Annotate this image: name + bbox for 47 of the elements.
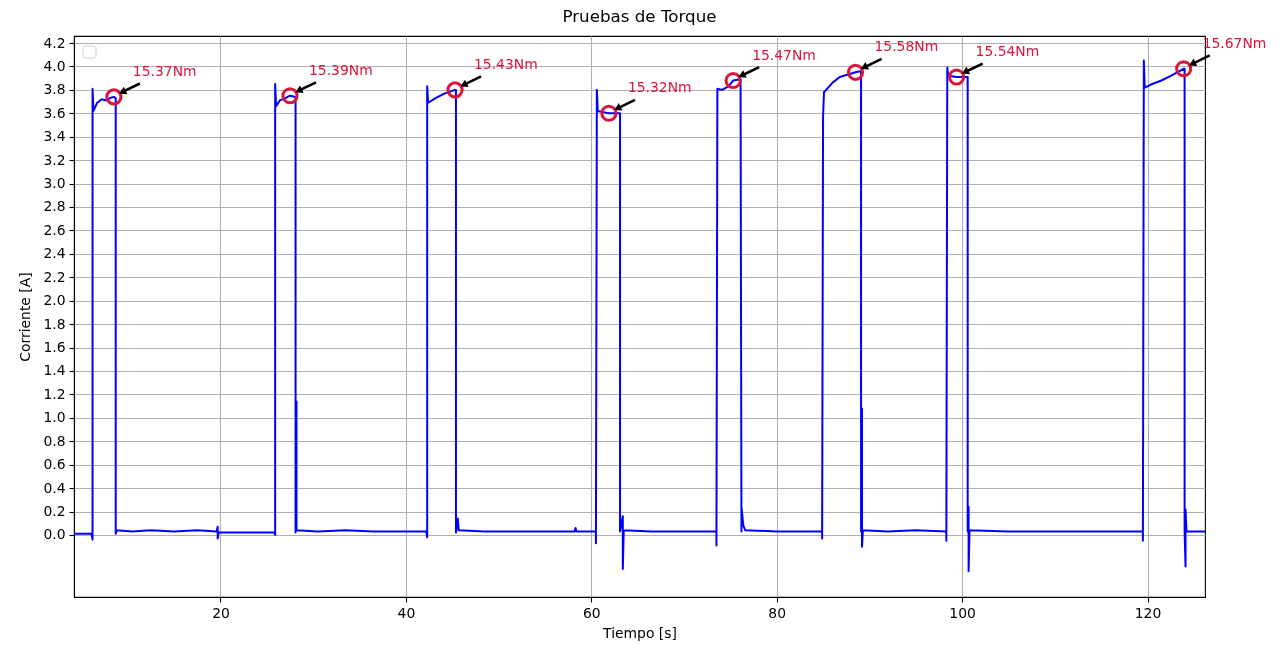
y-tick-label: 0.2: [43, 503, 66, 519]
y-tick-label: 4.0: [43, 57, 66, 74]
x-tick-label: 60: [582, 604, 601, 621]
annotation: 15.43Nm: [474, 55, 538, 72]
y-tick-label: 1.8: [43, 315, 66, 332]
y-axis-title: Corriente [A]: [17, 272, 34, 362]
annotation: 15.47Nm: [752, 46, 816, 63]
x-tick-label: 120: [1134, 604, 1162, 621]
annotation: 15.37Nm: [132, 62, 197, 79]
y-tick-label: 1.4: [43, 362, 66, 379]
x-tick-label: 20: [212, 604, 230, 621]
y-tick-label: 3.0: [43, 175, 66, 192]
y-tick-label: 0.4: [43, 479, 66, 496]
point: [105, 88, 123, 106]
y-tick-label: 3.6: [43, 104, 66, 121]
y-tick-label: 1.0: [43, 409, 66, 426]
y-tick-label: 2.2: [43, 268, 66, 285]
y-tick-label: 2.6: [43, 221, 66, 238]
line-series: [74, 59, 1205, 573]
y-tick-label: 3.4: [43, 128, 66, 145]
y-tick-label: 0.8: [43, 432, 66, 449]
x-tick-label: 100: [949, 604, 976, 621]
y-tick-label: 1.6: [43, 339, 66, 356]
y-tick-label: 2.8: [43, 198, 66, 215]
y-tick-label: 2.4: [43, 245, 66, 262]
x-tick-label: 40: [397, 604, 416, 621]
chart-title: Pruebas de Torque: [562, 6, 717, 27]
y-tick-label: 4.2: [43, 34, 66, 51]
y-tick-label: 1.2: [43, 385, 66, 402]
y-tick-label: 0.6: [43, 456, 66, 473]
y-tick-label: 2.0: [43, 292, 66, 309]
y-tick-label: 3.2: [43, 151, 66, 168]
point: [846, 63, 865, 81]
point: [724, 71, 742, 90]
annotation: 15.54Nm: [975, 42, 1040, 59]
annotation: 15.39Nm: [309, 61, 373, 78]
point: [600, 104, 618, 122]
point: [947, 68, 966, 86]
annotation: 15.58Nm: [874, 38, 939, 55]
x-tick-label: 80: [768, 604, 787, 621]
y-tick-label: 0.0: [43, 526, 66, 543]
annotation: 15.32Nm: [627, 79, 692, 96]
point: [446, 81, 464, 99]
point: [1175, 60, 1193, 78]
x-axis-title: Tiempo [s]: [602, 625, 677, 642]
point: [281, 87, 299, 105]
y-tick-label: 3.8: [43, 81, 66, 98]
